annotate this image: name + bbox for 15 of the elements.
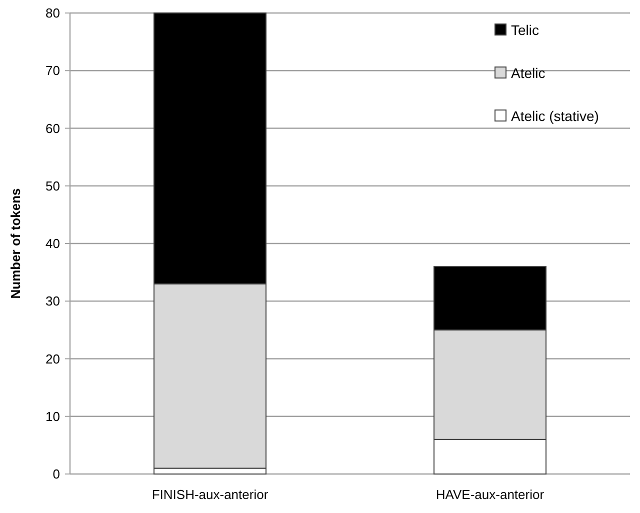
y-tick-label: 70: [46, 63, 60, 78]
x-tick-label: HAVE-aux-anterior: [436, 487, 545, 502]
y-tick-label: 60: [46, 120, 60, 136]
y-tick-label: 50: [46, 178, 60, 194]
x-tick-label: FINISH-aux-anterior: [152, 487, 269, 502]
y-tick-label: 0: [52, 466, 60, 482]
y-tick-label: 10: [46, 408, 60, 424]
y-axis-title: Number of tokens: [8, 188, 23, 299]
y-tick-label: 30: [46, 294, 60, 309]
legend-label: Atelic (stative): [511, 108, 599, 124]
legend-label: Telic: [511, 22, 540, 38]
legend-label: Atelic: [511, 64, 546, 81]
y-tick-label: 20: [46, 351, 60, 366]
y-tick-label: 80: [46, 6, 60, 21]
y-tick-label: 40: [46, 236, 60, 252]
